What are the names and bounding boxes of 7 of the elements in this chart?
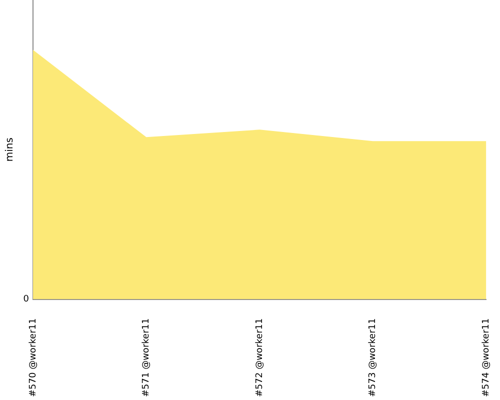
x-tick-label: #572 @worker11	[254, 318, 265, 398]
text: 0	[23, 294, 30, 305]
x-tick-label: #571 @worker11	[142, 318, 152, 398]
y-axis-title: mins	[4, 138, 16, 162]
x-tick-label: #573 @worker11	[368, 318, 378, 398]
x-tick-label: #574 @worker11	[482, 318, 492, 398]
x-tick-label: #570 @worker11	[28, 318, 38, 398]
